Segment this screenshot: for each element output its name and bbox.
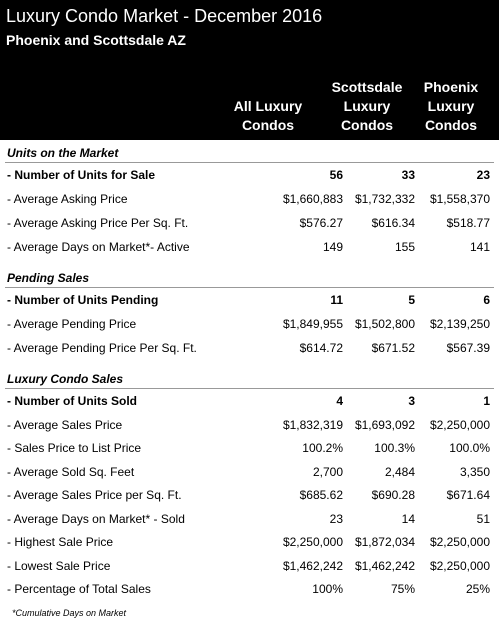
cell-value: $2,250,000 <box>429 417 490 432</box>
row-label: - Average Pending Price <box>7 317 137 331</box>
cell-value: 100% <box>312 582 343 596</box>
row-label: - Number of Units Pending <box>7 293 159 307</box>
cell-value: $1,660,883 <box>282 192 343 206</box>
cell-value: $1,693,092 <box>354 417 415 432</box>
cell-value: 11 <box>330 293 343 307</box>
cell-value: 51 <box>476 511 490 526</box>
cell-value: $1,732,332 <box>354 192 415 206</box>
cell-value: 23 <box>329 511 343 526</box>
header-band <box>0 0 499 140</box>
row-label: - Sales Price to List Price <box>7 441 142 455</box>
row-label: - Average Pending Price Per Sq. Ft. <box>7 341 197 355</box>
row-label: - Average Days on Market* - Sold <box>7 511 185 526</box>
section-title: Units on the Market <box>7 146 119 160</box>
cell-value: 33 <box>401 168 415 182</box>
section-rule <box>5 162 494 163</box>
cell-value: $518.77 <box>446 216 490 230</box>
cell-value: $1,872,034 <box>354 535 415 549</box>
cell-value: 5 <box>408 293 415 307</box>
cell-value: 100.0% <box>449 441 490 455</box>
cell-value: $1,462,242 <box>354 558 415 573</box>
column-header: All Luxury <box>233 98 303 114</box>
cell-value: $685.62 <box>299 488 343 502</box>
cell-value: $567.39 <box>446 341 490 355</box>
cell-value: 23 <box>476 168 490 182</box>
row-label: - Average Sales Price per Sq. Ft. <box>7 488 182 502</box>
column-header: Condos <box>424 117 478 133</box>
cell-value: 141 <box>469 240 490 254</box>
cell-value: $2,250,000 <box>429 558 490 573</box>
cell-value: 2,484 <box>384 464 415 479</box>
cell-value: $1,849,955 <box>282 317 343 331</box>
cell-value: 4 <box>336 394 343 408</box>
footnote: *Cumulative Days on Market <box>12 608 127 618</box>
cell-value: 100.2% <box>302 441 343 455</box>
row-label: - Percentage of Total Sales <box>7 582 151 596</box>
cell-value: $1,558,370 <box>429 192 490 206</box>
cell-value: 149 <box>322 240 343 254</box>
row-label: - Average Sales Price <box>7 417 123 432</box>
cell-value: 25% <box>465 582 490 596</box>
subtitle: Phoenix and Scottsdale AZ <box>6 32 186 48</box>
cell-value: 3 <box>408 394 415 408</box>
cell-value: 6 <box>483 293 490 307</box>
cell-value: $2,250,000 <box>282 535 343 549</box>
cell-value: 2,700 <box>312 464 343 479</box>
column-header: Condos <box>340 117 394 133</box>
cell-value: 1 <box>483 394 490 408</box>
cell-value: $614.72 <box>299 341 343 355</box>
cell-value: $1,832,319 <box>282 417 343 432</box>
row-label: - Number of Units Sold <box>7 394 137 408</box>
cell-value: $1,462,242 <box>282 558 343 573</box>
cell-value: 155 <box>394 240 415 254</box>
row-label: - Number of Units for Sale <box>7 168 156 182</box>
cell-value: 3,350 <box>459 464 490 479</box>
section-title: Luxury Condo Sales <box>7 372 124 386</box>
section-rule <box>5 388 494 389</box>
cell-value: $2,139,250 <box>429 317 490 331</box>
row-label: - Average Asking Price Per Sq. Ft. <box>7 216 189 230</box>
row-label: - Average Days on Market*- Active <box>7 240 190 254</box>
row-label: - Highest Sale Price <box>7 535 114 549</box>
cell-value: $576.27 <box>299 216 343 230</box>
cell-value: $1,502,800 <box>354 317 415 331</box>
column-header: Phoenix <box>423 79 479 95</box>
cell-value: 75% <box>390 582 415 596</box>
cell-value: 100.3% <box>374 441 415 455</box>
column-header: Scottsdale <box>331 79 403 95</box>
cell-value: $2,250,000 <box>429 535 490 549</box>
section-rule <box>5 287 494 288</box>
cell-value: $616.34 <box>371 216 415 230</box>
column-header: Condos <box>241 117 295 133</box>
cell-value: $671.52 <box>371 341 415 355</box>
cell-value: 56 <box>329 168 343 182</box>
section-title: Pending Sales <box>7 271 90 285</box>
cell-value: $671.64 <box>446 488 490 502</box>
title: Luxury Condo Market - December 2016 <box>6 6 323 26</box>
column-header: Luxury <box>343 98 391 114</box>
row-label: - Lowest Sale Price <box>7 558 111 573</box>
cell-value: 14 <box>401 511 415 526</box>
row-label: - Average Asking Price <box>7 192 128 206</box>
column-header: Luxury <box>427 98 475 114</box>
row-label: - Average Sold Sq. Feet <box>7 464 135 479</box>
cell-value: $690.28 <box>371 488 415 502</box>
